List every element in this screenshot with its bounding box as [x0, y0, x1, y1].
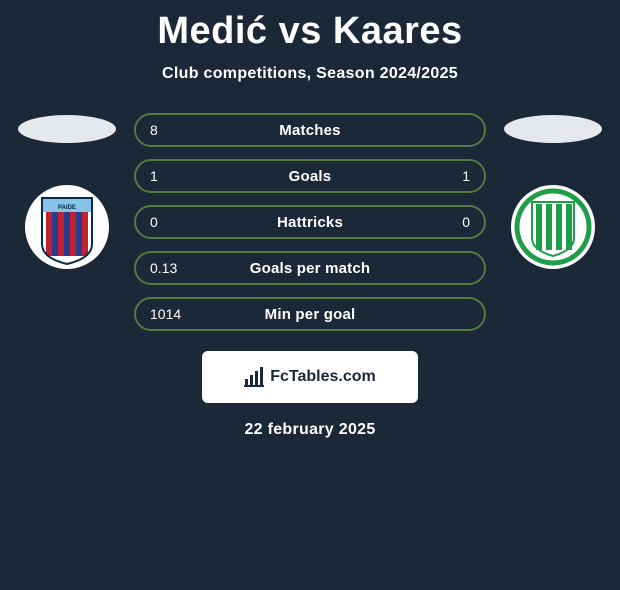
svg-text:PAIDE: PAIDE — [58, 205, 76, 211]
stat-row-goals: 1 Goals 1 — [134, 159, 486, 193]
stat-label: Goals — [289, 168, 332, 185]
stat-row-matches: 8 Matches — [134, 113, 486, 147]
stat-row-min-per-goal: 1014 Min per goal — [134, 297, 486, 331]
stat-label: Goals per match — [250, 260, 371, 277]
comparison-panel: PAIDE 8 Matches 1 Goals 1 — [0, 113, 620, 331]
left-player-photo-slot — [18, 115, 116, 143]
paide-badge-icon: PAIDE — [28, 188, 106, 266]
bar-chart-icon — [244, 367, 264, 387]
stat-left-value: 1 — [150, 168, 158, 184]
stat-right-value: 0 — [462, 214, 470, 230]
footer-date: 22 february 2025 — [0, 421, 620, 439]
stat-label: Matches — [279, 122, 340, 139]
stat-left-value: 8 — [150, 122, 158, 138]
subtitle: Club competitions, Season 2024/2025 — [0, 65, 620, 83]
stat-row-hattricks: 0 Hattricks 0 — [134, 205, 486, 239]
right-player-photo-slot — [504, 115, 602, 143]
right-club-badge — [511, 185, 595, 269]
stat-row-goals-per-match: 0.13 Goals per match — [134, 251, 486, 285]
left-player-column: PAIDE — [12, 113, 122, 269]
right-player-column — [498, 113, 608, 269]
stats-column: 8 Matches 1 Goals 1 0 Hattricks 0 0.13 G… — [134, 113, 486, 331]
left-club-badge: PAIDE — [25, 185, 109, 269]
flora-badge-icon — [514, 188, 592, 266]
stat-label: Hattricks — [277, 214, 343, 231]
stat-right-value: 1 — [462, 168, 470, 184]
brand-label: FcTables.com — [270, 368, 376, 386]
stat-left-value: 0 — [150, 214, 158, 230]
brand-card: FcTables.com — [202, 351, 418, 403]
page-title: Medić vs Kaares — [0, 10, 620, 53]
stat-label: Min per goal — [265, 306, 356, 323]
stat-left-value: 1014 — [150, 306, 181, 322]
stat-left-value: 0.13 — [150, 260, 177, 276]
